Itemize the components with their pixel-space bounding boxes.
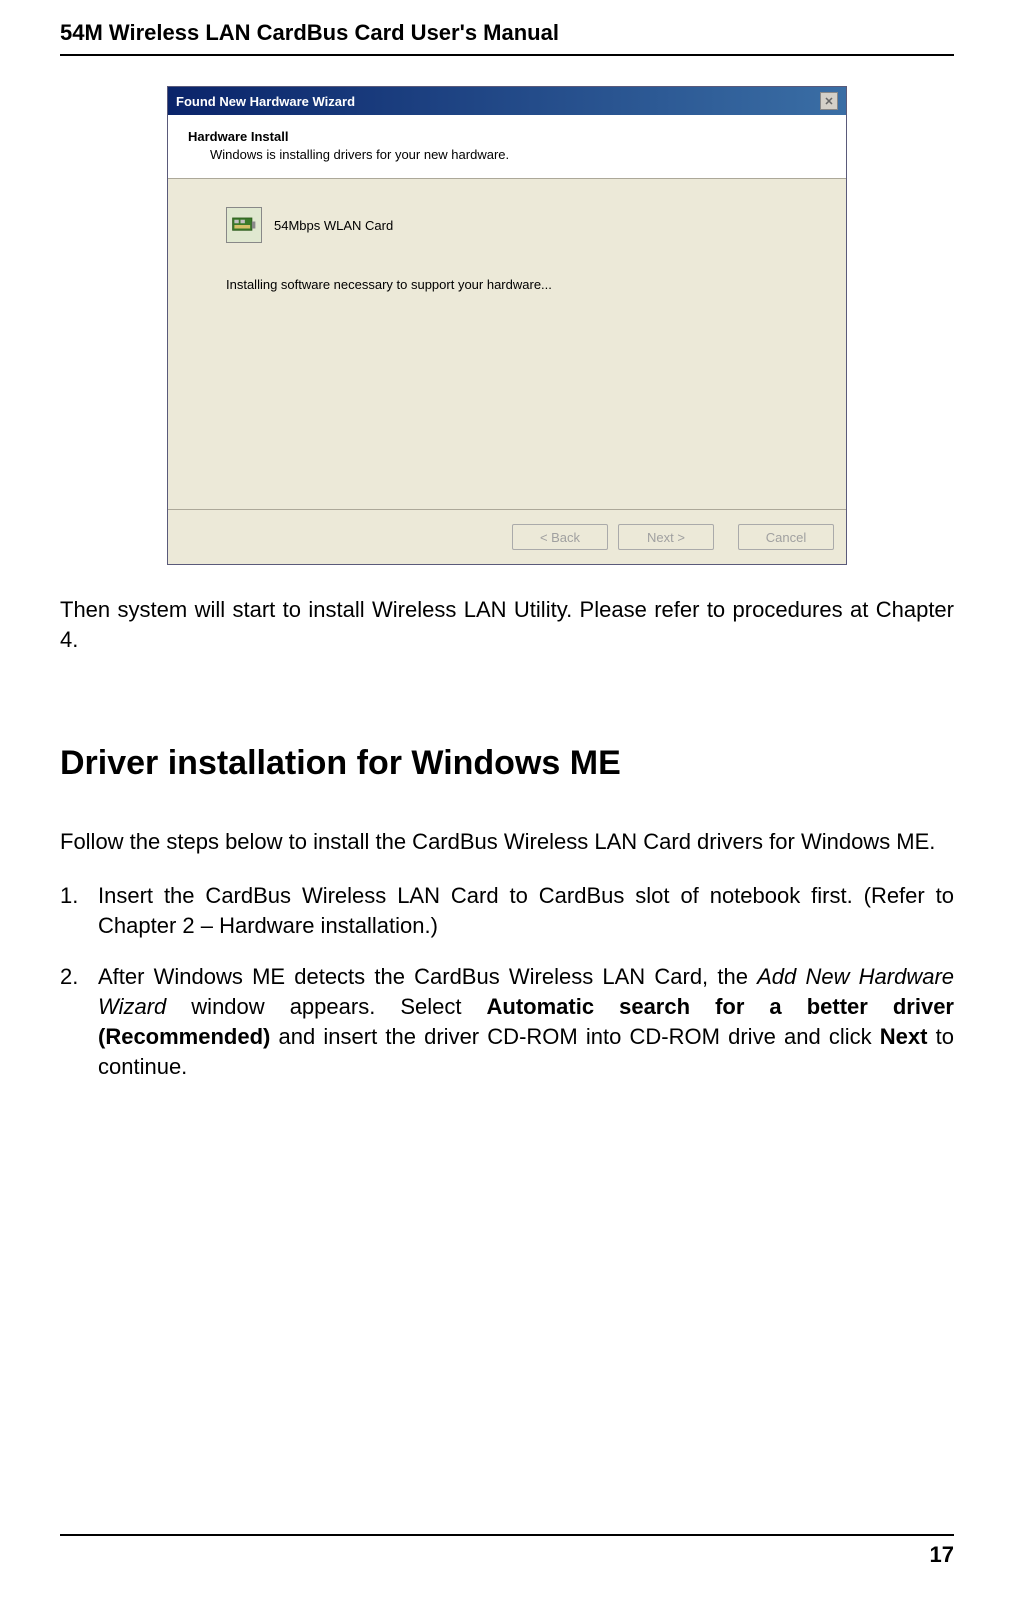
step-2-number: 2. xyxy=(60,962,98,992)
page-footer: 17 xyxy=(60,1534,954,1568)
page-number: 17 xyxy=(60,1542,954,1568)
wizard-subheading: Windows is installing drivers for your n… xyxy=(188,147,826,162)
hardware-wizard-dialog: Found New Hardware Wizard ✕ Hardware Ins… xyxy=(167,86,847,565)
intro-paragraph: Follow the steps below to install the Ca… xyxy=(60,827,954,857)
next-button: Next > xyxy=(618,524,714,550)
wizard-header: Hardware Install Windows is installing d… xyxy=(168,115,846,179)
device-row: 54Mbps WLAN Card xyxy=(192,207,822,243)
screenshot-container: Found New Hardware Wizard ✕ Hardware Ins… xyxy=(60,86,954,565)
footer-divider xyxy=(60,1534,954,1536)
back-button: < Back xyxy=(512,524,608,550)
step-2-prefix: After Windows ME detects the CardBus Wir… xyxy=(98,964,757,989)
section-heading: Driver installation for Windows ME xyxy=(60,744,954,783)
close-icon: ✕ xyxy=(820,92,838,110)
device-name: 54Mbps WLAN Card xyxy=(274,218,393,233)
step-2-mid2: and insert the driver CD-ROM into CD-ROM… xyxy=(270,1024,879,1049)
cancel-button: Cancel xyxy=(738,524,834,550)
step-1-number: 1. xyxy=(60,881,98,911)
step-2-bold2: Next xyxy=(880,1024,928,1049)
step-1: 1.Insert the CardBus Wireless LAN Card t… xyxy=(60,881,954,940)
manual-header: 54M Wireless LAN CardBus Card User's Man… xyxy=(60,20,954,54)
wizard-body: 54Mbps WLAN Card Installing software nec… xyxy=(168,179,846,509)
wizard-titlebar: Found New Hardware Wizard ✕ xyxy=(168,87,846,115)
wizard-footer: < Back Next > Cancel xyxy=(168,509,846,564)
network-card-icon xyxy=(226,207,262,243)
step-2: 2.After Windows ME detects the CardBus W… xyxy=(60,962,954,1081)
step-1-text: Insert the CardBus Wireless LAN Card to … xyxy=(98,883,954,938)
header-divider xyxy=(60,54,954,56)
post-screenshot-paragraph: Then system will start to install Wirele… xyxy=(60,595,954,654)
step-2-mid1: window appears. Select xyxy=(166,994,486,1019)
wizard-status: Installing software necessary to support… xyxy=(192,277,822,292)
wizard-title: Found New Hardware Wizard xyxy=(176,94,355,109)
wizard-heading: Hardware Install xyxy=(188,129,826,144)
